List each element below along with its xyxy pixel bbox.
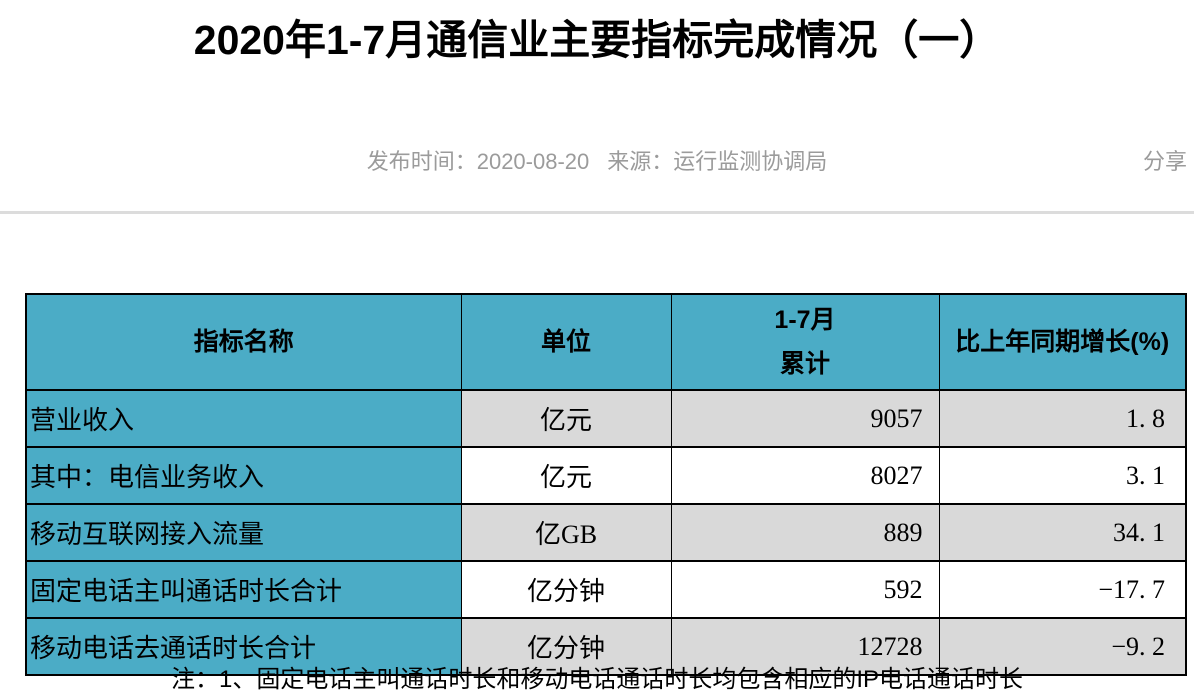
- table-row: 固定电话主叫通话时长合计 亿分钟 592 −17. 7: [25, 560, 1187, 619]
- col-header-indicator: 指标名称: [25, 293, 462, 391]
- table-row: 其中：电信业务收入 亿元 8027 3. 1: [25, 446, 1187, 505]
- table-row: 移动电话去通话时长合计 亿分钟 12728 −9. 2: [25, 617, 1187, 676]
- cumulative-cell: 12728: [670, 617, 940, 676]
- share-link[interactable]: 分享: [1143, 149, 1188, 174]
- page-title: 2020年1-7月通信业主要指标完成情况（一）: [193, 17, 1001, 63]
- indicator-cell: 营业收入: [25, 389, 462, 448]
- indicator-cell: 移动电话去通话时长合计: [25, 617, 462, 676]
- col-header-growth: 比上年同期增长(%): [938, 293, 1187, 391]
- source-label: 来源：运行监测协调局: [607, 149, 828, 174]
- indicator-cell: 其中：电信业务收入: [25, 446, 462, 505]
- table-row: 营业收入 亿元 9057 1. 8: [25, 389, 1187, 448]
- cumulative-cell: 889: [670, 503, 940, 562]
- footnote: 注：1、固定电话主叫通话时长和移动电话通话时长均包含相应的IP电话通话时长: [170, 666, 1024, 693]
- cumulative-cell: 592: [670, 560, 940, 619]
- unit-cell: 亿元: [460, 389, 672, 448]
- col-header-cumulative-line1: 1-7月: [774, 306, 836, 334]
- cumulative-cell: 9057: [670, 389, 940, 448]
- indicator-cell: 固定电话主叫通话时长合计: [25, 560, 462, 619]
- indicator-cell: 移动互联网接入流量: [25, 503, 462, 562]
- unit-cell: 亿元: [460, 446, 672, 505]
- indicators-table: 指标名称 单位 1-7月 累计 比上年同期增长(%) 营业收入 亿元 9057 …: [25, 293, 1187, 676]
- col-header-cumulative: 1-7月 累计: [670, 293, 940, 391]
- growth-cell: −17. 7: [938, 560, 1187, 619]
- unit-cell: 亿分钟: [460, 617, 672, 676]
- growth-cell: 34. 1: [938, 503, 1187, 562]
- col-header-unit: 单位: [460, 293, 672, 391]
- table-row: 移动互联网接入流量 亿GB 889 34. 1: [25, 503, 1187, 562]
- section-divider: [0, 211, 1194, 214]
- unit-cell: 亿分钟: [460, 560, 672, 619]
- col-header-cumulative-line2: 累计: [779, 350, 830, 378]
- growth-cell: −9. 2: [938, 617, 1187, 676]
- article-meta: 发布时间：2020-08-20 来源：运行监测协调局: [0, 144, 1194, 176]
- growth-cell: 3. 1: [938, 446, 1187, 505]
- table-header-row: 指标名称 单位 1-7月 累计 比上年同期增长(%): [25, 293, 1187, 391]
- publish-time: 发布时间：2020-08-20: [366, 149, 590, 174]
- cumulative-cell: 8027: [670, 446, 940, 505]
- unit-cell: 亿GB: [460, 503, 672, 562]
- growth-cell: 1. 8: [938, 389, 1187, 448]
